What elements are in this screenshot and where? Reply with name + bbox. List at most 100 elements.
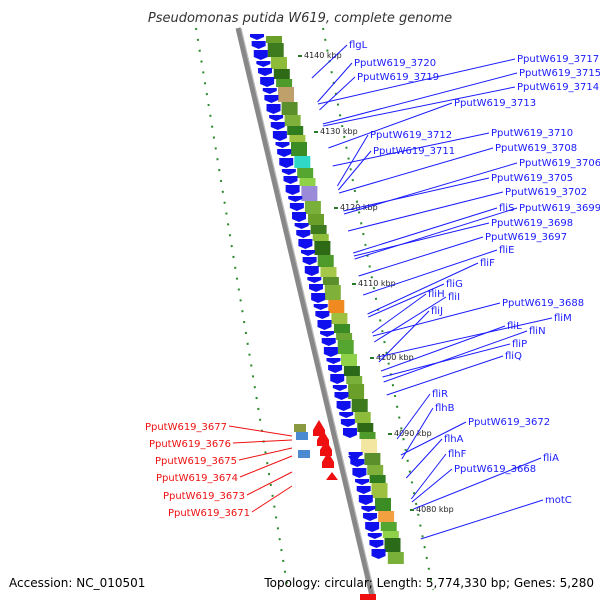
reverse-gene-block [296, 432, 308, 440]
forward-label-leader [380, 325, 506, 372]
forward-gene-label: fliQ [505, 351, 522, 362]
forward-label-leader [411, 468, 453, 503]
forward-label-leader [311, 44, 348, 79]
forward-label-leader [413, 457, 542, 510]
backbone-line [235, 27, 376, 597]
forward-gene-arrow [315, 311, 330, 319]
forward-gene-label: fliI [448, 292, 460, 303]
forward-gene-arrow [262, 88, 277, 94]
forward-gene-arrow [275, 142, 290, 148]
forward-label-leader [377, 317, 553, 358]
reverse-gene-label: PputW619_3674 [156, 473, 238, 484]
forward-label-leader [319, 76, 356, 111]
forward-label-leader [400, 421, 467, 456]
forward-gene-arrow [251, 41, 266, 49]
forward-gene-label: PputW619_3706 [519, 158, 600, 169]
forward-gene-arrow [270, 122, 285, 130]
forward-label-leader [396, 393, 431, 440]
gc-skew-dotted-track [195, 27, 434, 591]
reverse-gene-label: PputW619_3676 [149, 439, 231, 450]
forward-gene-arrow [348, 456, 360, 464]
forward-gene-label: PputW619_3702 [505, 187, 587, 198]
reverse-gene-arrow [317, 430, 329, 440]
forward-label-leader [336, 134, 369, 187]
forward-label-leader [362, 249, 498, 296]
forward-label-leader [322, 72, 518, 125]
reverse-gene-arrow [320, 450, 332, 456]
forward-gene-label: fliH [428, 289, 445, 300]
forward-gene-arrow [277, 149, 292, 157]
forward-gene-label: PputW619_3719 [357, 72, 439, 83]
scale-tick-label: 4130 kbp [320, 127, 358, 136]
accession-label: Accession: NC_010501 [9, 576, 145, 590]
forward-gene-arrow [371, 549, 386, 559]
forward-gene-arrow [358, 495, 373, 505]
forward-gene-arrow [330, 374, 345, 384]
forward-gene-arrow [352, 468, 367, 478]
forward-label-leader [328, 102, 453, 149]
forward-gene-label: PputW619_3688 [502, 298, 584, 309]
forward-gene-arrow [323, 347, 338, 357]
forward-gene-label: PputW619_3712 [370, 130, 452, 141]
forward-gene-label: PputW619_3672 [468, 417, 550, 428]
scale-tick-label: 4100 kbp [376, 353, 414, 362]
forward-gene-arrow [250, 34, 264, 40]
forward-label-leader [337, 150, 372, 191]
reverse-gene-label: PputW619_3677 [145, 422, 227, 433]
forward-gene-label: PputW619_3668 [454, 464, 536, 475]
forward-gene-arrow [328, 365, 343, 373]
reverse-gene-arrow [322, 462, 334, 468]
forward-label-leader [353, 207, 498, 254]
scale-tick-label: 4140 kbp [304, 51, 342, 60]
forward-gene-arrow [269, 115, 284, 121]
forward-label-leader [405, 438, 443, 479]
forward-label-leader [332, 132, 490, 167]
forward-gene-arrow [256, 61, 271, 67]
reverse-label-leader [232, 439, 293, 444]
reverse-gene-labels: PputW619_3677 PputW619_3676 PputW619_3675 P… [145, 422, 293, 519]
forward-gene-arrow [311, 293, 326, 303]
reverse-gene-arrow [313, 430, 325, 436]
forward-gene-label: fliF [480, 258, 495, 269]
forward-gene-arrow [281, 169, 296, 175]
forward-label-leader [347, 191, 504, 232]
forward-gene-label: PputW619_3713 [454, 98, 536, 109]
forward-gene-label: motC [545, 495, 572, 506]
forward-label-leader [367, 262, 479, 315]
forward-gene-label: fliG [446, 279, 463, 290]
reverse-gene-arrow [320, 440, 332, 450]
forward-gene-label: flhF [448, 449, 467, 460]
scale-tick-label: 4080 kbp [416, 505, 454, 514]
forward-gene-arrow [260, 77, 275, 87]
forward-gene-arrow [253, 50, 268, 60]
forward-gene-label: PputW619_3705 [491, 173, 573, 184]
forward-label-leader [382, 343, 511, 378]
forward-label-leader [368, 283, 445, 318]
forward-gene-arrow [356, 486, 371, 494]
reverse-gene-arrow [313, 420, 325, 430]
forward-label-leader [371, 293, 427, 334]
reverse-gene-arrow [322, 452, 334, 462]
forward-label-leader [401, 407, 434, 460]
forward-gene-label: PputW619_3711 [373, 146, 455, 157]
forward-gene-arrow [285, 185, 300, 195]
forward-gene-arrow [342, 428, 357, 438]
forward-gene-arrow [340, 419, 355, 427]
forward-gene-arrow [279, 158, 294, 168]
reverse-gene-arrow [317, 440, 329, 446]
forward-gene-label: PputW619_3699 [519, 203, 600, 214]
forward-gene-arrow [321, 338, 336, 346]
forward-gene-arrow [355, 479, 370, 485]
forward-label-leader [386, 355, 504, 396]
forward-gene-arrow [313, 304, 328, 310]
forward-label-leader [383, 330, 528, 383]
forward-label-leader [373, 296, 447, 343]
forward-gene-label: fliL [507, 321, 522, 332]
forward-gene-arrow [361, 506, 376, 512]
reverse-gene-block [298, 450, 310, 458]
reverse-gene-arrow [326, 472, 338, 480]
reverse-gene-block [294, 424, 306, 432]
reverse-gene-block [360, 594, 376, 600]
reverse-label-leader [239, 455, 293, 478]
forward-gene-arrow [326, 358, 341, 364]
